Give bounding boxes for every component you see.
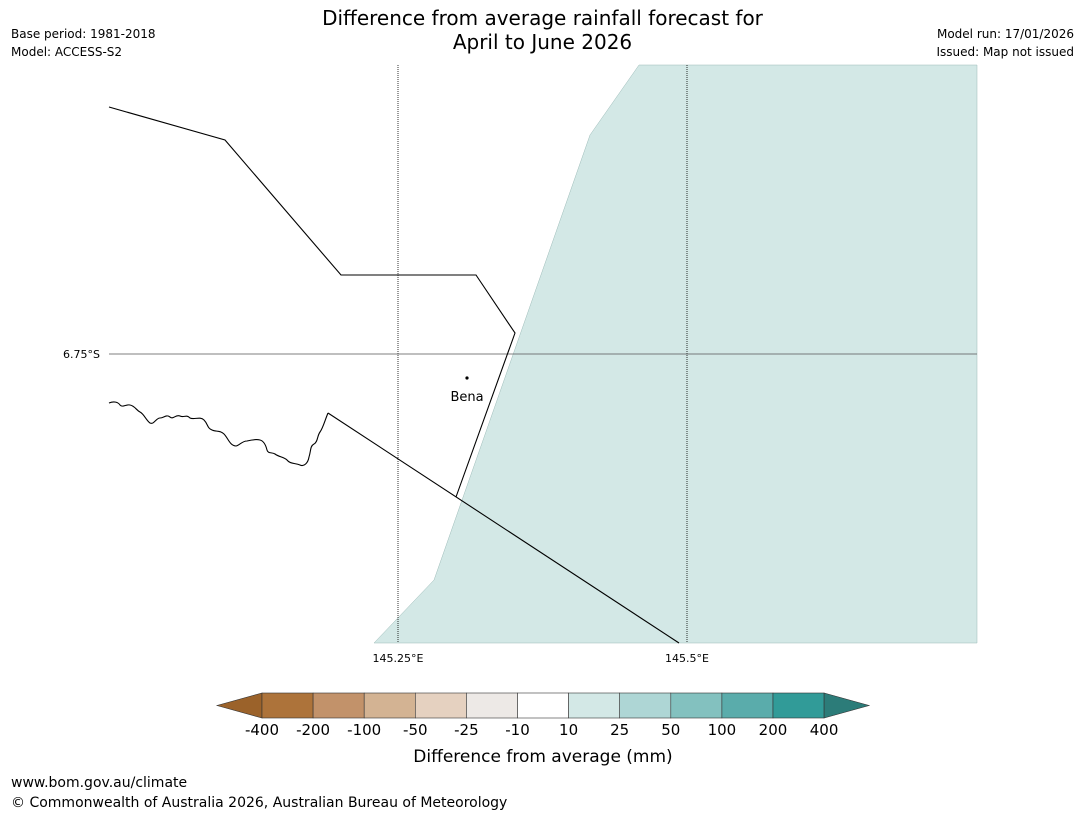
- legend-extend-high: [823, 692, 871, 719]
- legend-title: Difference from average (mm): [413, 747, 672, 767]
- title-line-1: Difference from average rainfall forecas…: [322, 6, 763, 30]
- metadata-left: Base period: 1981-2018 Model: ACCESS-S2: [11, 25, 156, 61]
- legend-tick-label: -10: [505, 721, 530, 739]
- legend-tick-label: 400: [810, 721, 839, 739]
- province-boundary-south: [327, 412, 680, 644]
- legend-extend-low: [215, 692, 263, 719]
- legend-bin: [568, 692, 620, 719]
- footer-url[interactable]: www.bom.gov.au/climate: [11, 775, 188, 791]
- legend-tick-label: 100: [708, 721, 737, 739]
- base-period-label: Base period: 1981-2018: [11, 27, 156, 41]
- legend-tick-label: -400: [245, 721, 279, 739]
- lon-label-145-5: 145.5°E: [665, 652, 709, 665]
- legend-tick-label: 50: [661, 721, 680, 739]
- legend-bin: [517, 692, 569, 719]
- place-marker-bena: [465, 376, 469, 380]
- legend-bin: [670, 692, 723, 719]
- legend-colorbar: [215, 692, 871, 719]
- place-label-bena: Bena: [450, 390, 483, 405]
- province-boundary-north: [108, 106, 516, 498]
- legend-bin: [721, 692, 774, 719]
- metadata-right: Model run: 17/01/2026 Issued: Map not is…: [936, 25, 1074, 61]
- legend-tick-label: -25: [454, 721, 479, 739]
- lon-label-145-25: 145.25°E: [373, 652, 424, 665]
- legend-bin: [466, 692, 518, 719]
- legend-tick-label: -200: [296, 721, 330, 739]
- legend-bin: [619, 692, 672, 719]
- model-label: Model: ACCESS-S2: [11, 45, 123, 59]
- legend-bin: [363, 692, 416, 719]
- legend-bin: [312, 692, 365, 719]
- legend-bin: [772, 692, 825, 719]
- legend-tick-label: 10: [559, 721, 578, 739]
- map-title: Difference from average rainfall forecas…: [0, 6, 1085, 54]
- title-line-2: April to June 2026: [452, 30, 633, 54]
- legend-bin: [414, 692, 467, 719]
- legend-tick-label: -50: [403, 721, 428, 739]
- footer-copyright: © Commonwealth of Australia 2026, Austra…: [11, 795, 508, 811]
- legend-bin: [261, 692, 314, 719]
- model-run-label: Model run: 17/01/2026: [936, 27, 1074, 41]
- legend-tick-label: -100: [347, 721, 381, 739]
- issued-label: Issued: Map not issued: [936, 45, 1074, 59]
- lat-label: 6.75°S: [63, 348, 100, 361]
- legend-tick-labels: -400 -200 -100 -50 -25 -10 10 25 50 100 200 400: [245, 721, 838, 739]
- legend-tick-label: 25: [610, 721, 629, 739]
- river-boundary: [108, 401, 329, 467]
- legend-tick-label: 200: [759, 721, 788, 739]
